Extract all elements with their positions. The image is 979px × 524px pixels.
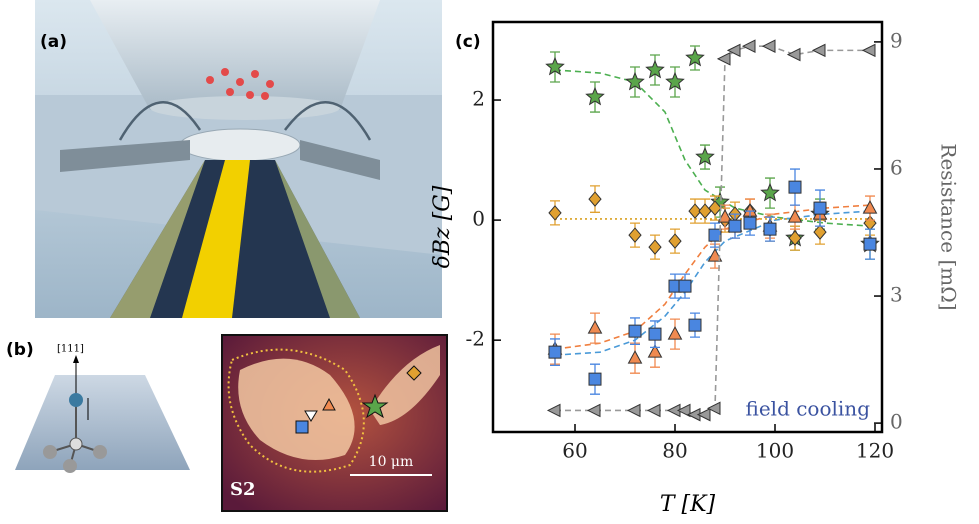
marker [743,216,757,230]
marker [587,320,603,334]
y-tick-label: 2 [472,87,485,111]
nv-diagram [15,355,190,473]
marker [862,200,878,214]
marker [708,200,722,216]
marker [696,407,711,422]
marker [626,403,641,418]
marker [698,203,712,219]
y2-tick-label: 3 [890,283,903,307]
marker [625,71,645,91]
y2-tick-label: 9 [890,28,903,52]
marker [813,201,827,215]
marker [646,403,661,418]
micro-image [221,334,448,512]
marker [648,327,662,341]
marker [668,233,682,249]
y2-tick-label: 6 [890,155,903,179]
marker [763,222,777,236]
marker [688,203,702,219]
marker [685,47,705,67]
marker [787,209,803,223]
marker [761,39,776,53]
x-axis-label: T [K] [660,492,716,517]
marker [688,318,702,332]
marker [665,71,685,91]
x-tick-label: 80 [662,439,687,463]
marker [628,227,642,243]
panel-label: (b) [6,340,34,360]
marker [645,59,665,79]
marker [628,324,642,338]
marker [811,43,826,58]
panel-label: (c) [455,32,481,52]
series-line [554,204,871,350]
marker [545,56,565,76]
marker [588,191,602,207]
marker [627,350,643,364]
marker [647,344,663,358]
marker [585,86,605,106]
marker [707,248,723,262]
marker [706,401,721,416]
x-tick-label: 120 [856,439,894,463]
sample-label: S2 [230,479,256,500]
marker [586,403,601,418]
plot-frame [491,20,884,434]
marker [717,209,733,223]
marker [548,345,562,359]
marker [788,230,802,246]
marker [648,239,662,255]
panel-label: (a) [40,32,67,52]
marker [863,237,877,251]
marker [667,326,683,340]
marker [861,43,876,58]
marker [788,180,802,194]
series-line [555,45,870,416]
y2-axis-label: Resistance [mΩ] [937,143,961,310]
x-tick-label: 100 [756,439,794,463]
annotation: field cooling [746,397,871,421]
marker [548,205,562,221]
marker [813,224,827,240]
y2-tick-label: 0 [890,410,903,434]
marker [716,52,731,66]
marker [676,403,691,418]
y-tick-label: 0 [472,207,485,231]
y-tick-label: -2 [466,327,485,351]
marker [546,403,561,418]
marker [708,228,722,242]
marker [760,182,780,202]
marker [786,47,801,62]
marker [678,279,692,293]
series-line [554,210,871,356]
illustration [35,0,442,318]
axis-label: [111] [57,344,84,355]
marker [726,43,741,58]
marker [741,39,756,53]
marker [695,146,715,166]
x-tick-label: 60 [562,439,587,463]
marker [588,372,602,386]
marker [728,219,742,233]
y-axis-label: δBz [G] [430,185,455,268]
scale-bar-label: 10 μm [369,454,414,470]
